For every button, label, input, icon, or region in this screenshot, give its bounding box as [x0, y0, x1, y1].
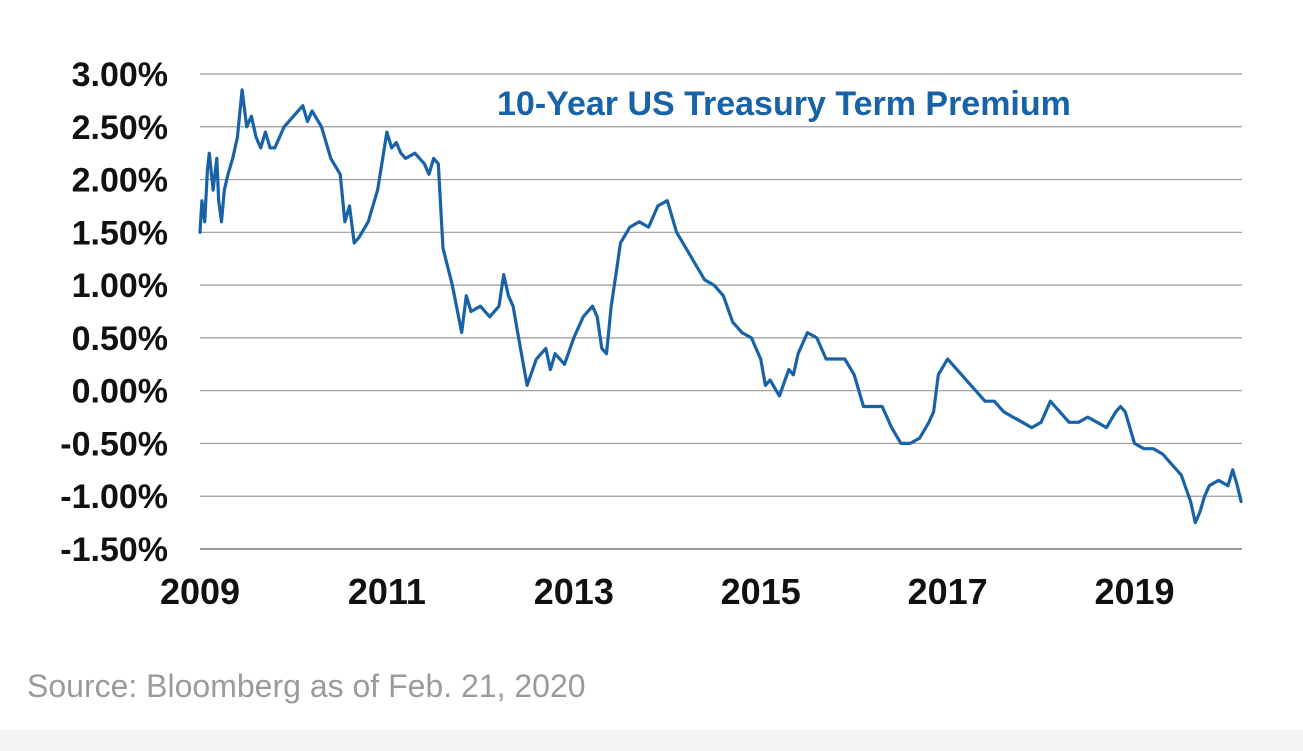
- x-tick-label: 2019: [1094, 571, 1174, 612]
- bottom-band: [0, 730, 1303, 751]
- series-line: [198, 88, 1243, 525]
- source-note: Source: Bloomberg as of Feb. 21, 2020: [27, 668, 586, 704]
- x-tick-label: 2013: [534, 571, 614, 612]
- y-tick-label: 2.00%: [72, 162, 168, 200]
- y-axis-tick-labels: 3.00% 2.50% 2.00% 1.50% 1.00% 0.50% 0.00% -0.50…: [60, 56, 168, 569]
- y-tick-label: 0.00%: [72, 373, 168, 411]
- x-tick-label: 2015: [721, 571, 801, 612]
- y-tick-label: 2.50%: [72, 109, 168, 147]
- chart-title: 10-Year US Treasury Term Premium: [497, 85, 1071, 123]
- y-tick-label: 3.00%: [72, 56, 168, 94]
- gridlines: [200, 73, 1242, 550]
- x-tick-label: 2011: [348, 571, 426, 612]
- x-tick-label: 2009: [160, 571, 240, 612]
- y-tick-label: -1.50%: [60, 531, 168, 569]
- y-tick-label: -0.50%: [60, 425, 168, 463]
- x-axis-tick-labels: 2009 2011 2013 2015 2017 2019: [160, 571, 1175, 612]
- series-layer: [198, 88, 1243, 525]
- y-tick-label: 0.50%: [72, 320, 168, 358]
- y-tick-label: 1.00%: [72, 267, 168, 305]
- x-tick-label: 2017: [908, 571, 988, 612]
- y-tick-label: -1.00%: [60, 478, 168, 516]
- y-tick-label: 1.50%: [72, 214, 168, 252]
